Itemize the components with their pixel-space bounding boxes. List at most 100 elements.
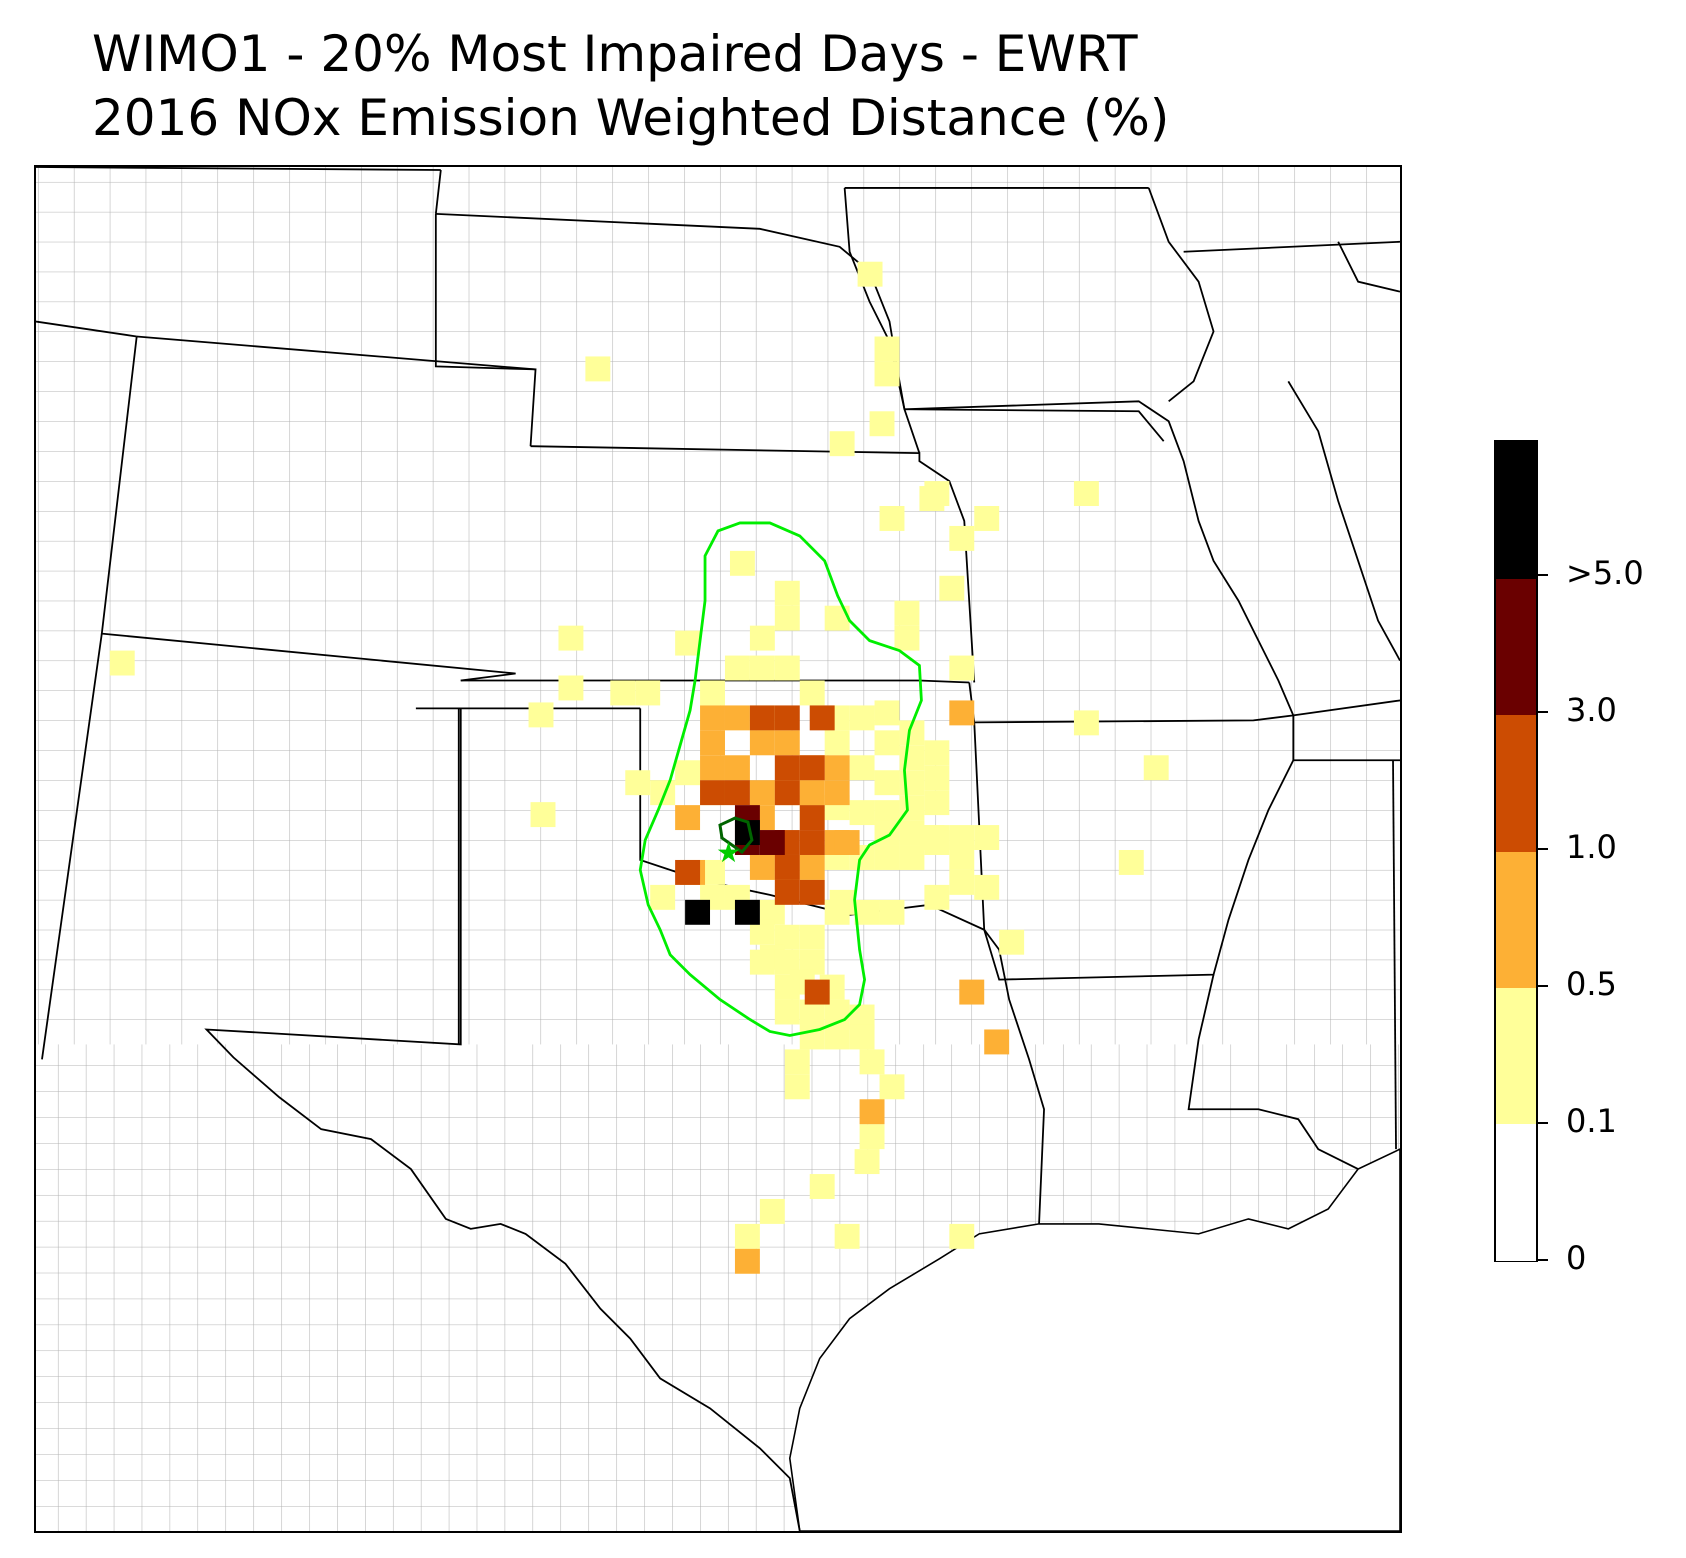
emission-cell bbox=[558, 675, 584, 701]
emission-cell bbox=[899, 770, 925, 796]
emission-cell bbox=[724, 655, 750, 681]
emission-cell bbox=[774, 655, 800, 681]
inner-contour bbox=[718, 816, 754, 855]
emission-cell bbox=[974, 825, 1000, 850]
emission-cell bbox=[857, 261, 883, 287]
emission-cell bbox=[635, 680, 661, 706]
emission-cell bbox=[799, 924, 825, 950]
emission-cell bbox=[949, 845, 975, 870]
emission-cell bbox=[834, 830, 860, 855]
emission-cell bbox=[685, 899, 711, 925]
emission-cell bbox=[924, 884, 950, 910]
emission-cell bbox=[734, 1248, 760, 1274]
emission-cell bbox=[949, 655, 975, 681]
emission-cell bbox=[874, 845, 900, 870]
emission-cell bbox=[700, 730, 725, 756]
colorbar bbox=[1494, 440, 1538, 1262]
colorbar-tick-label: 0 bbox=[1566, 1239, 1587, 1277]
emission-cell bbox=[749, 730, 775, 756]
colorbar-tick bbox=[1538, 574, 1548, 576]
emission-cell bbox=[700, 680, 725, 706]
emission-cell bbox=[774, 780, 800, 806]
colorbar-segment bbox=[1496, 442, 1536, 579]
emission-cell bbox=[799, 755, 825, 781]
emission-cell bbox=[974, 874, 1000, 900]
emission-cells bbox=[109, 261, 1169, 1274]
emission-cell bbox=[809, 705, 835, 731]
emission-cell bbox=[949, 525, 975, 551]
emission-cell bbox=[999, 929, 1025, 955]
outer-contour bbox=[638, 521, 923, 1037]
emission-cell bbox=[610, 680, 636, 706]
emission-cell bbox=[700, 780, 725, 806]
emission-cell bbox=[874, 730, 900, 756]
emission-cell bbox=[585, 356, 611, 382]
emission-cell bbox=[625, 770, 651, 796]
colorbar-tick bbox=[1538, 1259, 1548, 1261]
emission-cell bbox=[879, 506, 905, 531]
emission-cell bbox=[949, 700, 975, 726]
emission-cell bbox=[899, 745, 925, 771]
emission-cell bbox=[759, 830, 785, 855]
colorbar-segment bbox=[1496, 851, 1536, 988]
emission-cell bbox=[894, 600, 920, 626]
emission-cell bbox=[824, 605, 850, 631]
emission-cell bbox=[1118, 849, 1144, 875]
emission-cell bbox=[974, 506, 1000, 531]
emission-cell bbox=[734, 899, 760, 925]
colorbar-tick bbox=[1538, 985, 1548, 987]
emission-cell bbox=[799, 680, 825, 706]
emission-cell bbox=[675, 805, 701, 831]
colorbar-tick-label: 0.5 bbox=[1566, 965, 1617, 1003]
colorbar-segment bbox=[1496, 1123, 1536, 1261]
emission-cell bbox=[829, 431, 855, 457]
emission-cell bbox=[859, 1124, 885, 1150]
emission-cell bbox=[854, 1149, 880, 1175]
colorbar-tick-label: 1.0 bbox=[1566, 828, 1617, 866]
emission-cell bbox=[874, 361, 900, 387]
emission-cell bbox=[809, 1174, 835, 1199]
emission-cell bbox=[824, 1024, 850, 1050]
emission-cell bbox=[799, 854, 825, 880]
emission-cell bbox=[949, 1223, 975, 1249]
emission-cell bbox=[874, 700, 900, 726]
emission-cell bbox=[949, 869, 975, 895]
emission-cell bbox=[824, 730, 850, 756]
emission-cell bbox=[1073, 481, 1099, 507]
emission-cell bbox=[849, 705, 875, 731]
emission-cell bbox=[700, 705, 725, 731]
emission-cell bbox=[530, 802, 556, 828]
emission-cell bbox=[675, 760, 701, 786]
emission-cell bbox=[700, 755, 725, 781]
emission-cell bbox=[774, 999, 800, 1025]
emission-cell bbox=[774, 854, 800, 880]
emission-cell bbox=[924, 790, 950, 816]
emission-cell bbox=[879, 899, 905, 925]
emission-cell bbox=[774, 755, 800, 781]
colorbar-tick-label: 3.0 bbox=[1566, 691, 1617, 729]
emission-cell bbox=[734, 1223, 760, 1249]
emission-cell bbox=[799, 780, 825, 806]
emission-cell bbox=[804, 979, 830, 1005]
emission-cell bbox=[849, 800, 875, 826]
chart-title-line2: 2016 NOx Emission Weighted Distance (%) bbox=[92, 89, 1170, 147]
emission-cell bbox=[759, 1198, 785, 1224]
emission-cell bbox=[675, 630, 701, 656]
emission-cell bbox=[675, 859, 701, 885]
emission-cell bbox=[528, 702, 554, 728]
emission-cell bbox=[109, 650, 135, 676]
emission-cell bbox=[650, 884, 676, 910]
emission-cell bbox=[834, 1223, 860, 1249]
emission-cell bbox=[859, 1049, 885, 1075]
emission-cell bbox=[799, 830, 825, 855]
chart-title-line1: WIMO1 - 20% Most Impaired Days - EWRT bbox=[92, 25, 1138, 83]
emission-cell bbox=[749, 625, 775, 651]
emission-cell bbox=[824, 899, 850, 925]
emission-cell bbox=[869, 411, 895, 437]
emission-cell bbox=[924, 740, 950, 766]
emission-cell bbox=[724, 755, 750, 781]
colorbar-tick bbox=[1538, 848, 1548, 850]
emission-cell bbox=[774, 730, 800, 756]
emission-cell bbox=[959, 979, 985, 1005]
emission-cell bbox=[874, 336, 900, 362]
